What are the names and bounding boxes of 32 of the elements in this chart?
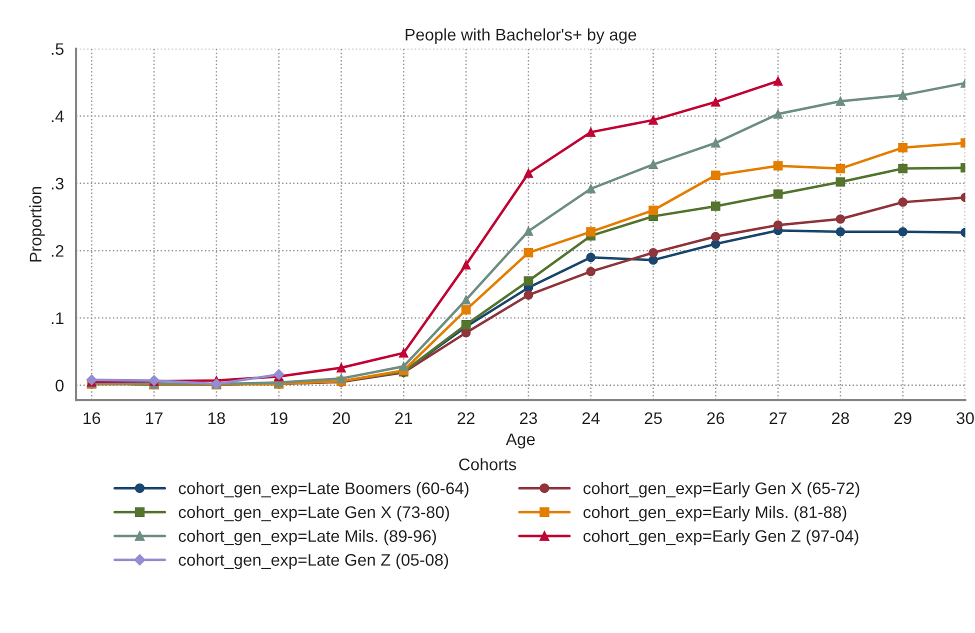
y-tick-label: 0 (56, 380, 64, 392)
legend-label: cohort_gen_exp=Late Mils. (89-96) (178, 530, 436, 546)
legend-label: cohort_gen_exp=Early Gen X (65-72) (583, 482, 860, 498)
x-tick-label: 28 (832, 412, 849, 424)
x-tick-label: 16 (84, 412, 100, 424)
x-tick-label: 20 (332, 412, 350, 424)
x-tick-label: 24 (582, 412, 600, 424)
x-tick-label: 23 (520, 412, 537, 424)
x-tick-label: 21 (395, 412, 412, 424)
x-tick-label: 25 (644, 412, 662, 424)
x-tick-label: 27 (770, 412, 786, 424)
legend-label: cohort_gen_exp=Early Gen Z (97-04) (583, 530, 858, 546)
x-tick-label: 30 (956, 412, 974, 424)
legend-title: Cohorts (459, 458, 516, 470)
chart-title: People with Bachelor's+ by age (406, 28, 636, 44)
x-tick-label: 29 (894, 412, 912, 424)
y-tick-label: .3 (52, 178, 64, 190)
y-tick-label: .5 (52, 43, 64, 55)
y-tick-label: .2 (52, 245, 64, 257)
x-axis-title: Age (506, 434, 535, 448)
legend-label: cohort_gen_exp=Late Gen X (73-80) (178, 506, 449, 522)
x-tick-label: 19 (270, 412, 288, 424)
legend-label: cohort_gen_exp=Late Gen Z (05-08) (178, 554, 448, 570)
x-tick-label: 22 (458, 412, 474, 424)
x-tick-label: 26 (707, 412, 724, 424)
legend-label: cohort_gen_exp=Early Mils. (81-88) (583, 506, 846, 522)
legend-label: cohort_gen_exp=Late Boomers (60-64) (178, 482, 468, 498)
y-tick-label: .1 (52, 312, 64, 324)
x-tick-label: 17 (146, 412, 162, 424)
x-tick-label: 18 (208, 412, 225, 424)
y-axis-title: Proportion (29, 187, 45, 262)
y-tick-label: .4 (52, 110, 64, 122)
